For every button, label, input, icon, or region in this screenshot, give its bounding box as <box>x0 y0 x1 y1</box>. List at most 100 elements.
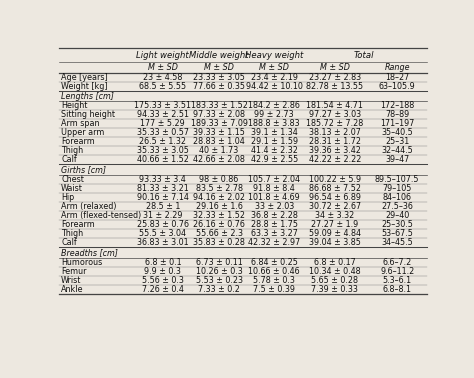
Text: 38.13 ± 2.07: 38.13 ± 2.07 <box>309 128 361 137</box>
Text: Calf: Calf <box>61 155 77 164</box>
Text: 18–27: 18–27 <box>385 73 410 82</box>
Text: 78–89: 78–89 <box>385 110 410 119</box>
Text: 6.6–7.2: 6.6–7.2 <box>383 257 412 266</box>
Text: 79–105: 79–105 <box>383 184 412 193</box>
Text: Breadths [cm]: Breadths [cm] <box>61 248 118 257</box>
Text: 29.1 ± 1.59: 29.1 ± 1.59 <box>251 137 298 146</box>
Text: Height: Height <box>61 101 88 110</box>
Text: 28.31 ± 1.72: 28.31 ± 1.72 <box>309 137 361 146</box>
Text: 68.5 ± 5.55: 68.5 ± 5.55 <box>139 82 186 91</box>
Text: Range: Range <box>384 63 410 72</box>
Text: 25–31: 25–31 <box>385 137 410 146</box>
Text: 42.66 ± 2.08: 42.66 ± 2.08 <box>193 155 245 164</box>
Text: 99 ± 2.73: 99 ± 2.73 <box>255 110 294 119</box>
Text: Humorous: Humorous <box>61 257 102 266</box>
Text: 177 ± 5.29: 177 ± 5.29 <box>140 119 185 128</box>
Text: 10.26 ± 0.3: 10.26 ± 0.3 <box>196 266 242 276</box>
Text: 172–188: 172–188 <box>380 101 414 110</box>
Text: 63.3 ± 3.27: 63.3 ± 3.27 <box>251 229 298 238</box>
Text: 6.8–8.1: 6.8–8.1 <box>383 285 412 294</box>
Text: 40 ± 1.73: 40 ± 1.73 <box>200 146 239 155</box>
Text: 36.83 ± 3.01: 36.83 ± 3.01 <box>137 238 189 247</box>
Text: 181.54 ± 4.71: 181.54 ± 4.71 <box>306 101 363 110</box>
Text: Arm (flexed-tensed): Arm (flexed-tensed) <box>61 211 141 220</box>
Text: 23.33 ± 3.05: 23.33 ± 3.05 <box>193 73 245 82</box>
Text: 82.78 ± 13.55: 82.78 ± 13.55 <box>306 82 364 91</box>
Text: Wrist: Wrist <box>61 276 82 285</box>
Text: Thigh: Thigh <box>61 146 83 155</box>
Text: 35.33 ± 3.05: 35.33 ± 3.05 <box>137 146 189 155</box>
Text: 5.3–6.1: 5.3–6.1 <box>383 276 412 285</box>
Text: M ± SD: M ± SD <box>148 63 178 72</box>
Text: 7.39 ± 0.33: 7.39 ± 0.33 <box>311 285 358 294</box>
Text: Arm (relaxed): Arm (relaxed) <box>61 202 117 211</box>
Text: 27.27 ± 1.9: 27.27 ± 1.9 <box>311 220 358 229</box>
Text: 94.16 ± 2.02: 94.16 ± 2.02 <box>193 193 245 202</box>
Text: 189.33 ± 7.09: 189.33 ± 7.09 <box>191 119 247 128</box>
Text: Weight [kg]: Weight [kg] <box>61 82 108 91</box>
Text: 9.9 ± 0.3: 9.9 ± 0.3 <box>145 266 181 276</box>
Text: 35.33 ± 0.57: 35.33 ± 0.57 <box>137 128 189 137</box>
Text: 34–45.5: 34–45.5 <box>382 238 413 247</box>
Text: 27.5–36: 27.5–36 <box>381 202 413 211</box>
Text: 33 ± 2.03: 33 ± 2.03 <box>255 202 294 211</box>
Text: 32–44.5: 32–44.5 <box>382 146 413 155</box>
Text: 34 ± 3.32: 34 ± 3.32 <box>315 211 355 220</box>
Text: 39.1 ± 1.34: 39.1 ± 1.34 <box>251 128 298 137</box>
Text: Chest: Chest <box>61 175 84 184</box>
Text: 40.66 ± 1.52: 40.66 ± 1.52 <box>137 155 189 164</box>
Text: 26.5 ± 1.32: 26.5 ± 1.32 <box>139 137 186 146</box>
Text: 28.8 ± 1.75: 28.8 ± 1.75 <box>251 220 298 229</box>
Text: 28.83 ± 1.04: 28.83 ± 1.04 <box>193 137 245 146</box>
Text: 23 ± 4.58: 23 ± 4.58 <box>143 73 182 82</box>
Text: 184.2 ± 2.86: 184.2 ± 2.86 <box>248 101 300 110</box>
Text: 25.83 ± 0.76: 25.83 ± 0.76 <box>137 220 189 229</box>
Text: Calf: Calf <box>61 238 77 247</box>
Text: 26.16 ± 0.76: 26.16 ± 0.76 <box>193 220 245 229</box>
Text: M ± SD: M ± SD <box>320 63 350 72</box>
Text: Age [years]: Age [years] <box>61 73 108 82</box>
Text: 42.22 ± 2.22: 42.22 ± 2.22 <box>309 155 361 164</box>
Text: Girths [cm]: Girths [cm] <box>61 165 106 174</box>
Text: Upper arm: Upper arm <box>61 128 104 137</box>
Text: 39.36 ± 3.42: 39.36 ± 3.42 <box>309 146 361 155</box>
Text: 31 ± 2.29: 31 ± 2.29 <box>143 211 182 220</box>
Text: 5.53 ± 0.23: 5.53 ± 0.23 <box>196 276 243 285</box>
Text: 10.66 ± 0.46: 10.66 ± 0.46 <box>248 266 300 276</box>
Text: Sitting height: Sitting height <box>61 110 115 119</box>
Text: Heavy weight: Heavy weight <box>245 51 303 60</box>
Text: 35–40.5: 35–40.5 <box>382 128 413 137</box>
Text: 7.26 ± 0.4: 7.26 ± 0.4 <box>142 285 184 294</box>
Text: 10.34 ± 0.48: 10.34 ± 0.48 <box>309 266 361 276</box>
Text: Thigh: Thigh <box>61 229 83 238</box>
Text: 93.33 ± 3.4: 93.33 ± 3.4 <box>139 175 186 184</box>
Text: 32.33 ± 1.52: 32.33 ± 1.52 <box>193 211 245 220</box>
Text: 55.66 ± 2.3: 55.66 ± 2.3 <box>196 229 243 238</box>
Text: Arm span: Arm span <box>61 119 100 128</box>
Text: 185.72 ± 7.28: 185.72 ± 7.28 <box>306 119 364 128</box>
Text: 105.7 ± 2.04: 105.7 ± 2.04 <box>248 175 300 184</box>
Text: 42.32 ± 2.97: 42.32 ± 2.97 <box>248 238 300 247</box>
Text: 55.5 ± 3.04: 55.5 ± 3.04 <box>139 229 186 238</box>
Text: 36.8 ± 2.28: 36.8 ± 2.28 <box>251 211 298 220</box>
Text: Ankle: Ankle <box>61 285 83 294</box>
Text: 39–47: 39–47 <box>385 155 410 164</box>
Text: 77.66 ± 0.35: 77.66 ± 0.35 <box>193 82 245 91</box>
Text: M ± SD: M ± SD <box>259 63 289 72</box>
Text: 7.5 ± 0.39: 7.5 ± 0.39 <box>253 285 295 294</box>
Text: 81.33 ± 3.21: 81.33 ± 3.21 <box>137 184 189 193</box>
Text: 29.16 ± 1.6: 29.16 ± 1.6 <box>196 202 243 211</box>
Text: 90.16 ± 7.14: 90.16 ± 7.14 <box>137 193 189 202</box>
Text: 29–40: 29–40 <box>385 211 410 220</box>
Text: Light weight: Light weight <box>137 51 189 60</box>
Text: 53–67.5: 53–67.5 <box>381 229 413 238</box>
Text: Lengths [cm]: Lengths [cm] <box>61 91 114 101</box>
Text: 94.42 ± 10.10: 94.42 ± 10.10 <box>246 82 302 91</box>
Text: 183.33 ± 1.52: 183.33 ± 1.52 <box>191 101 247 110</box>
Text: 171–197: 171–197 <box>380 119 414 128</box>
Text: 98 ± 0.86: 98 ± 0.86 <box>200 175 239 184</box>
Text: 97.33 ± 2.08: 97.33 ± 2.08 <box>193 110 245 119</box>
Text: 83.5 ± 2.78: 83.5 ± 2.78 <box>196 184 243 193</box>
Text: 23.27 ± 2.83: 23.27 ± 2.83 <box>309 73 361 82</box>
Text: 101.8 ± 4.69: 101.8 ± 4.69 <box>248 193 300 202</box>
